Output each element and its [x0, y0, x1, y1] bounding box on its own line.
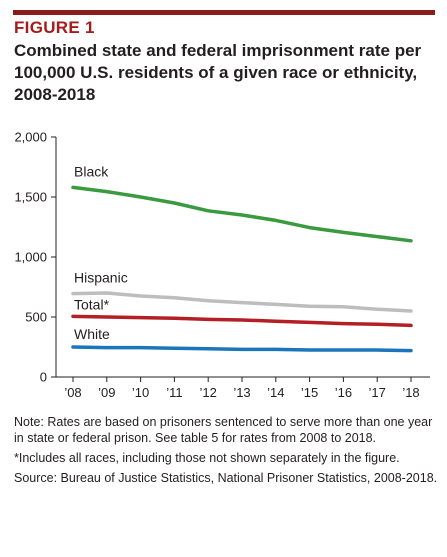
series-label-white: White [74, 326, 110, 342]
x-tick-label: ’10 [132, 385, 149, 400]
y-tick-label: 0 [40, 370, 47, 385]
series-line-white [71, 345, 413, 353]
x-tick-label: ’11 [166, 385, 182, 400]
series-label-total: Total* [74, 296, 110, 312]
x-tick-label: ’09 [98, 385, 115, 400]
footnote-text: *Includes all races, including those not… [14, 451, 400, 465]
notes: Note: Rates are based on prisoners sente… [14, 414, 439, 490]
series-line-hispanic [71, 291, 413, 313]
x-tick-label: ’18 [402, 385, 419, 400]
chart-axes: 0 500 1,000 1,500 2,000 ’08 ’09 ’10 ’11 ’12 ’13 ’14… [14, 130, 430, 400]
line-chart: 0 500 1,000 1,500 2,000 ’08 ’09 ’10 ’11 ’12 ’13 ’14… [14, 130, 430, 400]
x-tick-label: ’12 [200, 385, 217, 400]
x-tick-label: ’16 [335, 385, 352, 400]
x-tick-label: ’17 [369, 385, 386, 400]
y-tick-label: 500 [25, 310, 47, 325]
x-tick-label: ’14 [267, 385, 284, 400]
chart-title: Combined state and federal imprisonment … [14, 41, 422, 104]
series-label-hispanic: Hispanic [74, 270, 128, 286]
source-text: Source: Bureau of Justice Statistics, Na… [14, 471, 438, 485]
note-text: Note: Rates are based on prisoners sente… [14, 415, 433, 445]
series-labels: Black Hispanic Total* White [74, 163, 128, 342]
y-tick-label: 1,500 [14, 190, 47, 205]
y-tick-label: 1,000 [14, 250, 47, 265]
x-tick-label: ’13 [233, 385, 250, 400]
series-line-black [71, 185, 413, 243]
x-tick-label: ’08 [64, 385, 81, 400]
series-label-black: Black [74, 163, 109, 179]
figure-label: FIGURE 1 [14, 18, 95, 37]
x-tick-label: ’15 [301, 385, 318, 400]
series-lines [71, 185, 413, 353]
top-rule [13, 10, 435, 15]
series-line-total [71, 314, 413, 328]
y-tick-label: 2,000 [14, 130, 47, 145]
